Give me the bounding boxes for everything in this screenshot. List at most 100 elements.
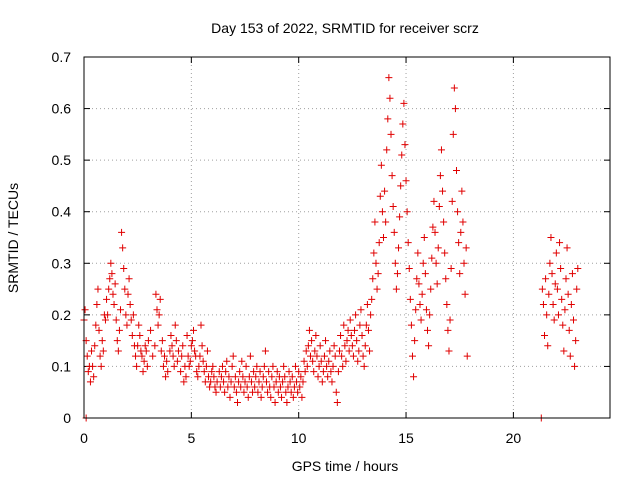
data-point (256, 368, 264, 376)
data-point (231, 373, 239, 381)
data-point (264, 388, 272, 396)
data-point (347, 331, 355, 339)
data-point (462, 244, 470, 252)
data-point (369, 275, 377, 283)
data-point (549, 301, 557, 309)
x-tick-label: 15 (398, 430, 414, 446)
grid-lines (84, 57, 610, 418)
data-point (207, 378, 215, 386)
data-point (152, 290, 160, 298)
data-point (196, 352, 204, 360)
data-point (155, 311, 163, 319)
y-tick-label: 0.7 (52, 49, 72, 65)
data-point (229, 352, 237, 360)
data-point (230, 383, 238, 391)
data-point (162, 373, 170, 381)
data-point (322, 337, 330, 345)
data-points (80, 74, 582, 422)
data-point (385, 74, 393, 82)
data-point (132, 352, 140, 360)
data-point (241, 378, 249, 386)
data-point (112, 316, 120, 324)
data-point (571, 362, 579, 370)
data-point (370, 249, 378, 257)
data-point (422, 306, 430, 314)
data-point (237, 383, 245, 391)
data-point (398, 151, 406, 159)
data-point (142, 347, 150, 355)
data-point (118, 228, 126, 236)
data-point (337, 331, 345, 339)
data-point (329, 362, 337, 370)
data-point (405, 264, 413, 272)
data-point (330, 342, 338, 350)
data-point (224, 383, 232, 391)
data-point (251, 383, 259, 391)
data-point (126, 301, 134, 309)
data-point (250, 368, 258, 376)
data-point (303, 362, 311, 370)
data-point (202, 362, 210, 370)
data-point (161, 352, 169, 360)
data-point (327, 368, 335, 376)
data-point (83, 352, 91, 360)
data-point (242, 362, 250, 370)
data-point (425, 342, 433, 350)
data-point (439, 187, 447, 195)
data-point (167, 331, 175, 339)
data-point (178, 352, 186, 360)
data-point (397, 182, 405, 190)
data-point (419, 259, 427, 267)
data-point (163, 357, 171, 365)
data-point (203, 347, 211, 355)
data-point (545, 290, 553, 298)
y-axis-label: SRMTID / TECUs (5, 183, 21, 293)
data-point (273, 368, 281, 376)
data-point (223, 357, 231, 365)
data-point (109, 290, 117, 298)
data-point (420, 234, 428, 241)
data-point (198, 342, 206, 350)
data-point (261, 347, 269, 355)
data-point (244, 393, 252, 401)
data-point (243, 383, 251, 391)
data-point (364, 326, 372, 334)
data-point (170, 362, 178, 370)
data-point (359, 352, 367, 360)
data-point (377, 161, 385, 169)
data-point (220, 378, 228, 386)
data-point (226, 393, 234, 401)
data-point (363, 301, 371, 309)
data-point (543, 311, 551, 319)
data-point (418, 290, 426, 298)
data-point (331, 352, 339, 360)
data-point (358, 331, 366, 339)
data-point (182, 373, 190, 381)
data-point (119, 244, 127, 252)
data-point (222, 368, 230, 376)
data-point (386, 94, 394, 102)
data-point (392, 285, 400, 293)
data-point (258, 383, 266, 391)
data-point (315, 362, 323, 370)
x-tick-label: 20 (506, 430, 522, 446)
data-point (89, 362, 97, 370)
data-point (169, 352, 177, 360)
data-point (451, 105, 459, 113)
data-point (445, 347, 453, 355)
data-point (338, 352, 346, 360)
data-point (111, 280, 119, 288)
data-point (333, 399, 341, 407)
x-tick-label: 10 (291, 430, 307, 446)
y-tick-label: 0.2 (52, 307, 72, 323)
data-point (295, 368, 303, 376)
data-point (293, 378, 301, 386)
data-point (436, 172, 444, 180)
data-point (216, 383, 224, 391)
data-point (414, 249, 422, 257)
data-point (183, 331, 191, 339)
data-point (411, 337, 419, 345)
data-point (413, 275, 421, 283)
data-point (367, 311, 375, 319)
data-point (318, 378, 326, 386)
